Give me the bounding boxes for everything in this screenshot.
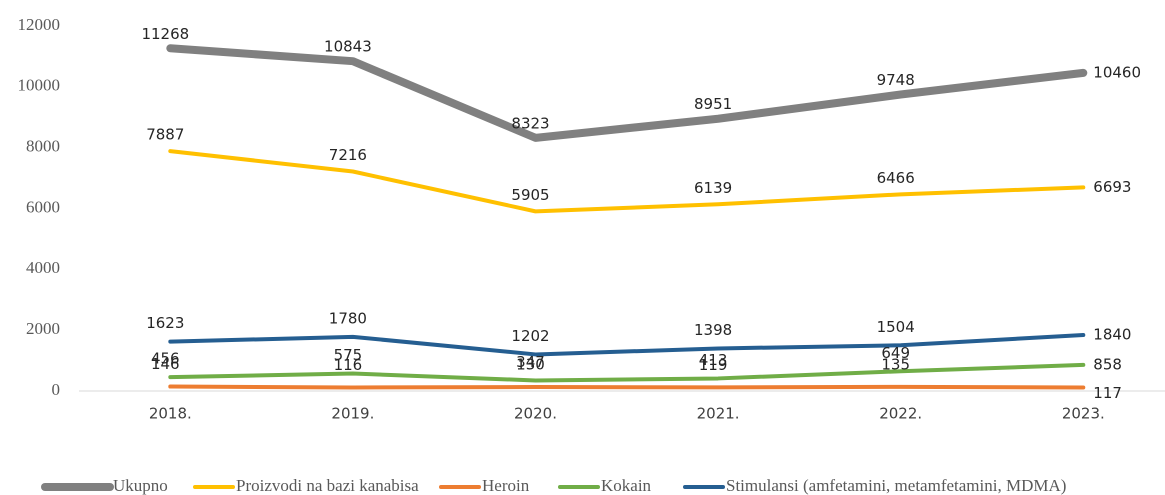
x-tick-label: 2020.	[514, 405, 557, 423]
data-label: 6466	[877, 169, 915, 187]
data-label: 1202	[511, 327, 549, 345]
x-tick-label: 2018.	[149, 405, 192, 423]
y-tick-label: 8000	[26, 137, 60, 156]
y-tick-label: 0	[52, 380, 61, 399]
data-label: 5905	[511, 186, 549, 204]
series-line	[168, 362, 1086, 383]
legend-label: Heroin	[482, 476, 530, 495]
legend-label: Stimulansi (amfetamini, metamfetamini, M…	[726, 476, 1066, 495]
data-label: 1398	[694, 321, 732, 339]
data-label: 146	[151, 355, 180, 373]
y-tick-label: 10000	[18, 76, 61, 95]
legend-label: Proizvodi na bazi kanabisa	[236, 476, 419, 495]
data-label: 8323	[511, 114, 549, 132]
data-label: 117	[1093, 384, 1122, 402]
data-label: 10460	[1093, 63, 1141, 81]
legend-label: Kokain	[601, 476, 652, 495]
y-tick-label: 4000	[26, 258, 60, 277]
data-label: 6693	[1093, 178, 1131, 196]
data-label: 1623	[146, 314, 184, 332]
series-line	[168, 333, 1086, 357]
series-line	[168, 149, 1086, 214]
y-tick-label: 6000	[26, 197, 60, 216]
data-label: 649	[881, 344, 910, 362]
data-label: 1780	[329, 309, 367, 327]
data-label: 116	[334, 356, 363, 374]
data-label: 10843	[324, 38, 372, 56]
series-line	[166, 44, 1088, 142]
data-label: 413	[699, 351, 728, 369]
data-label: 858	[1093, 355, 1122, 373]
data-label: 347	[516, 353, 545, 371]
data-label: 7216	[329, 146, 367, 164]
data-label: 7887	[146, 126, 184, 144]
data-label: 9748	[877, 71, 915, 89]
y-tick-label: 12000	[18, 15, 61, 34]
x-tick-label: 2019.	[331, 405, 374, 423]
y-tick-label: 2000	[26, 319, 60, 338]
data-label: 1840	[1093, 326, 1131, 344]
data-label: 135	[881, 355, 910, 373]
data-label: 456	[151, 350, 180, 368]
data-label: 130	[516, 356, 545, 374]
legend-label: Ukupno	[113, 476, 168, 495]
data-label: 8951	[694, 95, 732, 113]
x-tick-label: 2021.	[697, 405, 740, 423]
data-label: 6139	[694, 179, 732, 197]
x-tick-label: 2022.	[879, 405, 922, 423]
series-line	[168, 384, 1086, 390]
data-label: 575	[334, 346, 363, 364]
x-tick-label: 2023.	[1062, 405, 1105, 423]
data-label: 119	[699, 356, 728, 374]
data-label: 11268	[141, 25, 189, 43]
data-label: 1504	[877, 318, 915, 336]
